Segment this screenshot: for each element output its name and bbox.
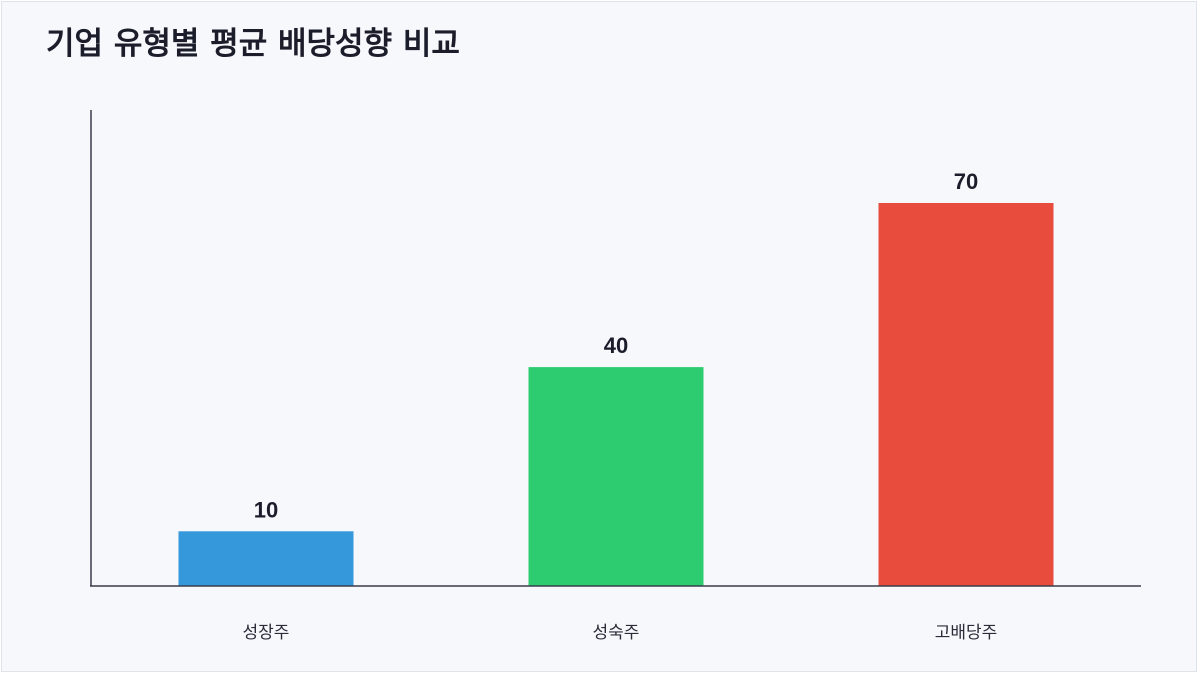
x-tick-label-3: 고배당주 — [935, 623, 998, 643]
value-labels-group: 10 40 70 — [254, 169, 978, 522]
bars-group — [178, 203, 1054, 586]
bar-1 — [178, 531, 354, 586]
bar-2 — [528, 367, 704, 586]
category-labels-group: 성장주 성숙주 고배당주 — [243, 623, 998, 643]
x-tick-label-1: 성장주 — [243, 623, 290, 643]
bar-3 — [878, 203, 1054, 586]
chart-title: 기업 유형별 평균 배당성향 비교 — [46, 26, 460, 62]
bar-value-label-1: 10 — [254, 497, 278, 522]
bar-value-label-3: 70 — [954, 169, 978, 194]
x-tick-label-2: 성숙주 — [593, 623, 640, 643]
bar-value-label-2: 40 — [604, 333, 628, 358]
